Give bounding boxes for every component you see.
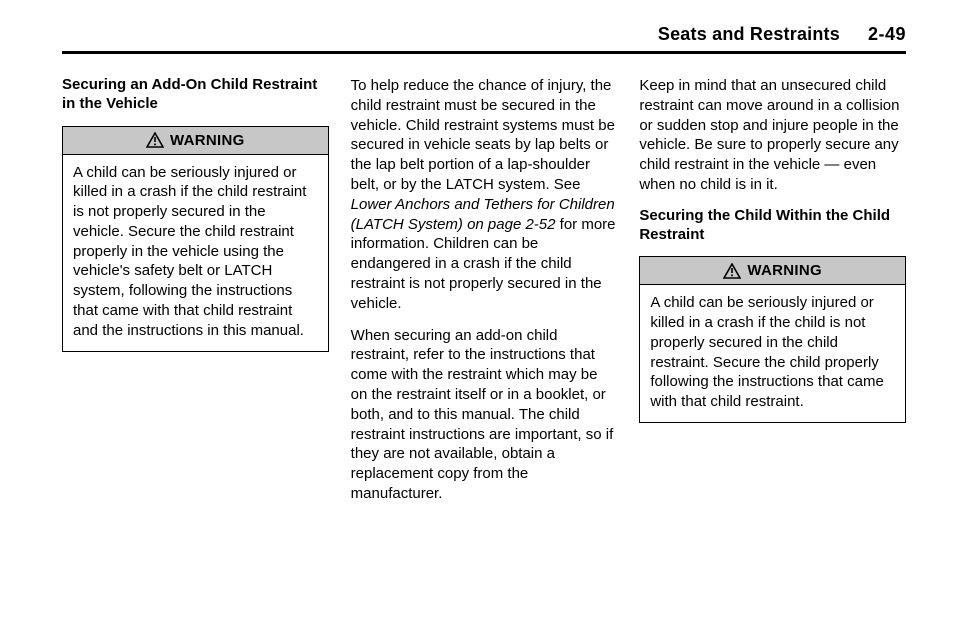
warning-triangle-icon xyxy=(723,263,741,279)
warning-header: WARNING xyxy=(640,257,905,285)
section-title: Seats and Restraints xyxy=(658,24,840,45)
warning-triangle-icon xyxy=(146,132,164,148)
warning-label: WARNING xyxy=(747,262,822,279)
column-1: Securing an Add-On Child Restraint in th… xyxy=(62,76,329,516)
warning-box-child-within: WARNING A child can be seriously injured… xyxy=(639,256,906,423)
para-unsecured: Keep in mind that an unsecured child res… xyxy=(639,76,906,195)
body-columns: Securing an Add-On Child Restraint in th… xyxy=(62,76,906,516)
column-2: To help reduce the chance of injury, the… xyxy=(351,76,618,516)
section-heading-child-within: Securing the Child Within the Child Rest… xyxy=(639,207,906,245)
para-latch-intro: To help reduce the chance of injury, the… xyxy=(351,76,618,314)
warning-body: A child can be seriously injured or kill… xyxy=(640,285,905,422)
warning-header: WARNING xyxy=(63,127,328,155)
manual-page: Seats and Restraints 2-49 Securing an Ad… xyxy=(0,0,954,638)
section-heading-add-on: Securing an Add-On Child Restraint in th… xyxy=(62,76,329,114)
page-number: 2-49 xyxy=(868,24,906,45)
para-instructions: When securing an add-on child restraint,… xyxy=(351,326,618,504)
warning-body: A child can be seriously injured or kill… xyxy=(63,155,328,351)
warning-box-add-on: WARNING A child can be seriously injured… xyxy=(62,126,329,352)
warning-label: WARNING xyxy=(170,132,245,149)
para-text-pre: To help reduce the chance of injury, the… xyxy=(351,77,615,193)
column-3: Keep in mind that an unsecured child res… xyxy=(639,76,906,516)
page-header: Seats and Restraints 2-49 xyxy=(62,24,906,54)
